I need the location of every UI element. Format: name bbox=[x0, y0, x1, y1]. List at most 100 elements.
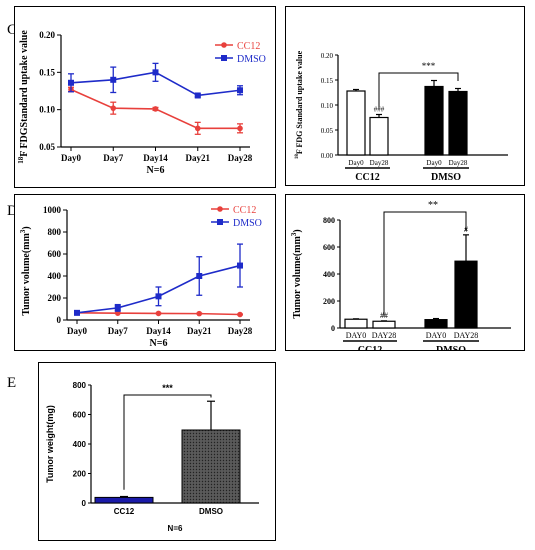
d-line-cc12-point bbox=[237, 311, 243, 318]
panel-c-line-chart: 0.05 0.10 0.15 0.20 Day0 Day7 Day14 Day21 Day28 C… bbox=[14, 6, 276, 188]
d-line-dmso-point bbox=[237, 262, 243, 269]
c-line-legend-dmso-label: DMSO bbox=[237, 54, 266, 65]
c-bar-bracket-label: *** bbox=[422, 61, 436, 71]
e-bar-significance-bracket bbox=[123, 394, 212, 490]
d-bar-ytick-label: 800 bbox=[323, 216, 335, 225]
d-bar-bar bbox=[454, 260, 478, 329]
e-bar-bar bbox=[181, 429, 241, 504]
d-bar-ytick-label: 0 bbox=[331, 324, 335, 333]
c-bar-hash-annotation: ### bbox=[374, 106, 385, 114]
c-line-svg: 0.05 0.10 0.15 0.20 Day0 Day7 Day14 Day21 Day28 C… bbox=[17, 30, 266, 176]
c-line-dmso-point bbox=[194, 92, 201, 99]
c-bar-ylabel: 18F FDG Standard uptake value bbox=[295, 50, 304, 159]
d-bar-category-label: DAY0 bbox=[426, 331, 447, 340]
c-bar-ytick-label: 0.15 bbox=[321, 77, 334, 85]
c-bar-bar bbox=[448, 90, 468, 156]
e-bar-ytick-label: 400 bbox=[73, 440, 87, 449]
c-bar-ytick-label: 0.00 bbox=[321, 152, 334, 160]
e-bar-bar bbox=[94, 496, 154, 504]
c-line-dmso-point bbox=[152, 69, 159, 76]
d-bar-ylabel: Tumor volume(mm3) bbox=[290, 229, 303, 318]
c-line-dmso-point bbox=[237, 87, 243, 94]
d-line-cc12-point bbox=[155, 310, 162, 317]
c-line-ytick-label: 0.20 bbox=[39, 30, 55, 40]
c-line-legend-cc12-label: CC12 bbox=[237, 41, 260, 52]
c-line-note: N=6 bbox=[147, 165, 165, 176]
d-line-legend-cc12-marker bbox=[217, 206, 223, 212]
c-line-xtick-label: Day28 bbox=[228, 153, 253, 163]
c-line-dmso-point bbox=[110, 76, 117, 83]
c-line-xtick-label: Day7 bbox=[103, 153, 123, 163]
d-line-xtick-label: Day14 bbox=[146, 326, 171, 336]
c-bar-group-label: CC12 bbox=[355, 172, 379, 183]
d-line-legend-cc12-label: CC12 bbox=[233, 205, 256, 216]
c-line-ytick-label: 0.05 bbox=[39, 142, 55, 152]
d-bar-category-label: DAY28 bbox=[372, 331, 397, 340]
c-bar-ytick-label: 0.05 bbox=[321, 127, 334, 135]
d-line-cc12-point bbox=[196, 310, 203, 317]
c-line-legend-dmso-marker bbox=[221, 55, 227, 61]
panel-d-line-chart: 0 200 400 600 800 1000 Day0 Day7 Day14 Day21 Day28… bbox=[14, 194, 276, 351]
d-line-ytick-label: 200 bbox=[48, 293, 62, 303]
d-line-ytick-label: 0 bbox=[57, 315, 62, 325]
e-bar-svg: 0 200 400 600 800 CC12 DMSO *** N=6 Tumor weight(… bbox=[45, 381, 259, 533]
d-line-ytick-label: 1000 bbox=[43, 205, 62, 215]
panel-e-bar-chart: 0 200 400 600 800 CC12 DMSO *** N=6 Tumor weight(… bbox=[38, 362, 276, 541]
d-bar-category-label: DAY28 bbox=[454, 331, 479, 340]
c-bar-category-label: Day0 bbox=[426, 159, 442, 167]
e-bar-ytick-label: 200 bbox=[73, 470, 87, 479]
c-line-ytick-label: 0.15 bbox=[39, 67, 55, 77]
panel-letter-d: D bbox=[7, 203, 18, 219]
c-bar-svg: 0.00 0.05 0.10 0.15 0.20 Day0 Day28 Day0 Day28 CC… bbox=[295, 50, 508, 183]
e-bar-ytick-label: 800 bbox=[73, 381, 87, 390]
c-bar-significance-bracket bbox=[378, 72, 459, 108]
c-bar-ytick-label: 0.20 bbox=[321, 52, 334, 60]
panel-letter-e: E bbox=[7, 375, 17, 391]
d-line-xtick-label: Day7 bbox=[108, 326, 128, 336]
d-bar-group-label: CC12 bbox=[358, 345, 382, 350]
panel-d-bar-chart: 0 200 400 600 800 DAY0 DAY28 DAY0 DAY28 CC12 DMSO T… bbox=[285, 194, 525, 351]
d-bar-bar bbox=[372, 320, 396, 329]
c-line-cc12-point bbox=[237, 125, 243, 132]
c-bar-ytick-label: 0.10 bbox=[321, 102, 334, 110]
d-line-xtick-label: Day21 bbox=[187, 326, 212, 336]
c-line-cc12-point bbox=[152, 106, 159, 112]
d-bar-category-label: DAY0 bbox=[346, 331, 367, 340]
d-line-dmso-point bbox=[196, 273, 203, 279]
d-bar-ytick-label: 200 bbox=[323, 297, 335, 306]
d-bar-bracket-label: ** bbox=[428, 200, 438, 211]
c-line-cc12-point bbox=[110, 105, 117, 111]
d-line-ylabel: Tumor volume(mm3) bbox=[19, 226, 32, 315]
d-line-ytick-label: 600 bbox=[48, 249, 62, 259]
e-bar-note: N=6 bbox=[168, 524, 183, 533]
d-line-ytick-label: 400 bbox=[48, 271, 62, 281]
d-bar-ytick-label: 400 bbox=[323, 270, 335, 279]
d-bar-significance-bracket bbox=[383, 211, 467, 317]
c-line-cc12-point bbox=[194, 125, 201, 132]
e-bar-ytick-label: 0 bbox=[82, 499, 87, 508]
d-line-legend-dmso-label: DMSO bbox=[233, 218, 262, 229]
d-line-dmso-point bbox=[74, 309, 80, 316]
d-line-dmso-point bbox=[155, 293, 162, 300]
d-bar-svg: 0 200 400 600 800 DAY0 DAY28 DAY0 DAY28 CC12 DMSO T… bbox=[290, 200, 511, 350]
c-line-ylabel: 18F FDGStandard uptake value bbox=[17, 30, 30, 164]
c-bar-bar bbox=[369, 116, 389, 156]
d-line-dmso-point bbox=[114, 304, 121, 311]
c-line-dmso-point bbox=[68, 79, 74, 86]
c-bar-bar bbox=[424, 85, 444, 156]
d-line-xtick-label: Day0 bbox=[67, 326, 87, 336]
c-line-xtick-label: Day14 bbox=[143, 153, 168, 163]
d-line-ytick-label: 800 bbox=[48, 227, 62, 237]
d-line-note: N=6 bbox=[150, 338, 168, 349]
d-bar-ytick-label: 600 bbox=[323, 243, 335, 252]
c-bar-group-label: DMSO bbox=[431, 172, 461, 183]
d-bar-bar bbox=[424, 319, 448, 329]
c-bar-category-label: Day28 bbox=[449, 159, 468, 167]
panel-letter-c: C bbox=[7, 22, 18, 38]
c-line-ytick-label: 0.10 bbox=[39, 105, 55, 115]
e-bar-category-label: DMSO bbox=[199, 507, 223, 516]
d-bar-group-label: DMSO bbox=[436, 345, 466, 350]
c-bar-category-label: Day0 bbox=[348, 159, 364, 167]
d-line-xtick-label: Day28 bbox=[228, 326, 253, 336]
c-bar-category-label: Day28 bbox=[370, 159, 389, 167]
